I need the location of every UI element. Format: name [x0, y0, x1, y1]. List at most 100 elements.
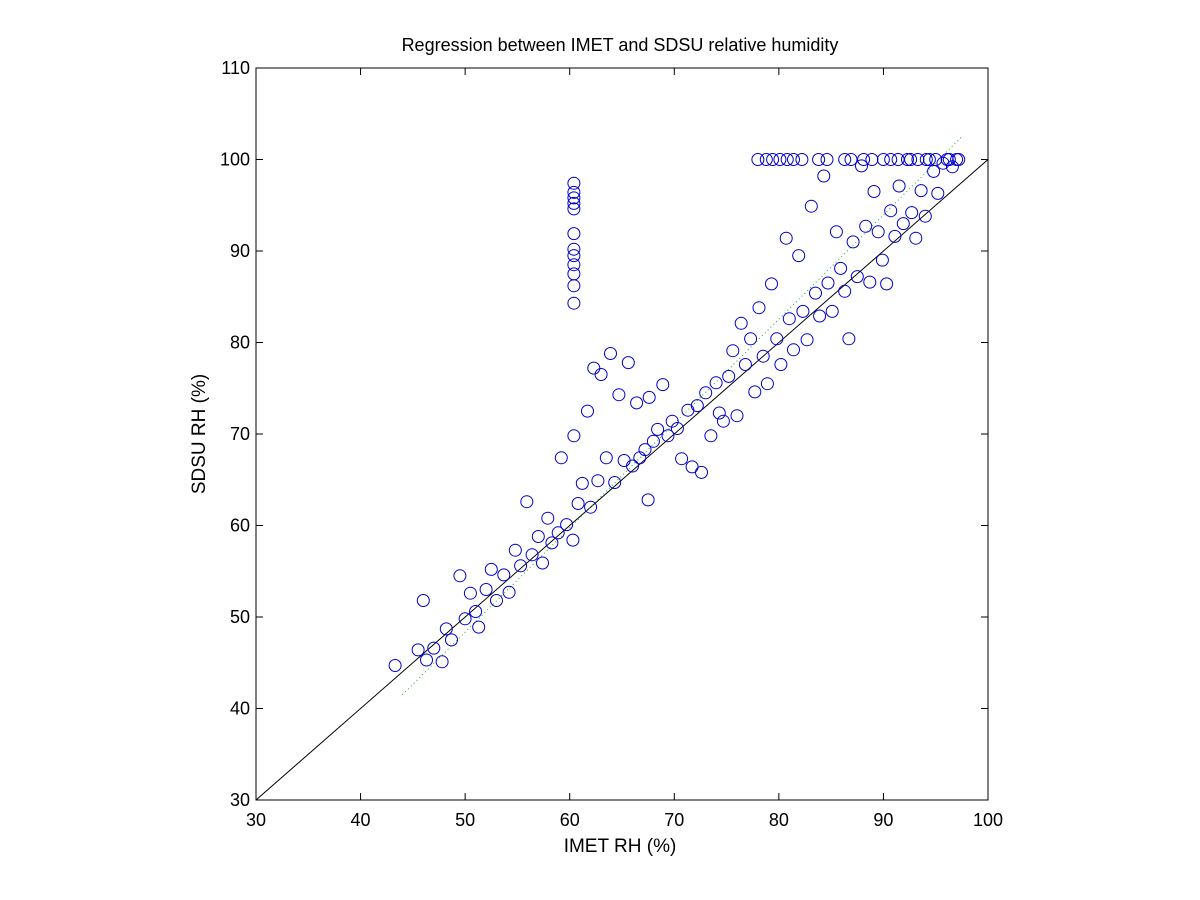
data-point [621, 356, 635, 370]
y-tick-label: 80 [230, 333, 250, 353]
data-point [919, 153, 933, 166]
data-point [821, 276, 835, 290]
data-point [554, 451, 568, 465]
data-point [411, 643, 425, 657]
data-point [726, 344, 740, 358]
data-point [796, 304, 810, 318]
data-point [760, 377, 774, 391]
y-tick-label: 40 [230, 699, 250, 719]
data-point [905, 206, 919, 220]
data-point [809, 286, 822, 300]
data-point [892, 179, 906, 193]
data-point [855, 159, 868, 173]
data-point [575, 476, 589, 490]
data-point [420, 653, 433, 667]
data-point [748, 385, 762, 399]
data-point [787, 153, 800, 166]
data-point [770, 332, 784, 346]
data-point [756, 349, 770, 363]
data-point [734, 316, 748, 330]
data-point [427, 641, 441, 655]
data-point [795, 153, 809, 166]
data-point [458, 612, 472, 626]
data-point [859, 219, 873, 233]
data-point [829, 225, 843, 239]
data-point [842, 332, 856, 346]
data-point [722, 369, 736, 383]
data-point [630, 396, 644, 410]
data-point [880, 277, 894, 291]
data-point [604, 347, 617, 360]
plot-frame [255, 67, 989, 801]
data-point [479, 583, 493, 596]
data-point [804, 199, 818, 213]
data-point [695, 465, 708, 479]
x-axis-title: IMET RH (%) [564, 836, 677, 857]
data-point [567, 249, 581, 263]
data-point [675, 452, 689, 466]
data-point [594, 368, 608, 381]
data-point [904, 153, 918, 166]
data-point [800, 333, 814, 347]
data-point [911, 153, 925, 166]
data-point [463, 586, 477, 600]
data-point [626, 459, 639, 473]
data-point [834, 261, 848, 275]
data-point [690, 399, 704, 413]
x-tick-label: 80 [769, 810, 789, 830]
data-point [469, 605, 483, 618]
data-point [838, 153, 852, 166]
data-point [929, 153, 943, 166]
data-point [453, 569, 467, 583]
data-point [774, 358, 788, 371]
data-point [656, 378, 670, 392]
data-point [820, 153, 834, 166]
data-point [567, 242, 581, 256]
data-point [571, 497, 585, 510]
data-point [591, 474, 605, 488]
data-point [744, 332, 758, 346]
data-point [388, 659, 402, 672]
data-point [525, 548, 539, 562]
data-point [445, 633, 458, 647]
data-point [638, 443, 652, 457]
data-point [567, 196, 581, 210]
data-point [817, 169, 831, 183]
data-point [567, 202, 581, 216]
y-tick-label: 90 [230, 241, 250, 261]
x-tick-label: 60 [560, 810, 580, 830]
data-point [439, 622, 453, 636]
reference-line [255, 159, 989, 801]
x-tick-label: 100 [973, 810, 1003, 830]
data-point [812, 153, 826, 166]
data-point [567, 429, 581, 443]
data-point [857, 153, 871, 166]
x-tick-label: 40 [351, 810, 371, 830]
data-point [502, 585, 516, 599]
data-point [545, 536, 559, 550]
data-point [651, 422, 665, 436]
data-series [388, 153, 966, 672]
data-point [435, 655, 449, 669]
data-point [497, 568, 511, 582]
data-point [472, 620, 486, 634]
data-point [665, 414, 679, 428]
data-point [780, 153, 794, 166]
data-point [551, 526, 565, 540]
data-point [766, 153, 780, 166]
data-point [850, 270, 864, 284]
y-tick-label: 110 [221, 58, 250, 78]
data-point [567, 258, 581, 272]
data-point [914, 184, 928, 198]
chart-title: Regression between IMET and SDSU relativ… [402, 35, 839, 55]
data-point [709, 376, 723, 390]
y-tick-label: 60 [230, 516, 250, 536]
data-point [888, 229, 902, 243]
data-point [844, 153, 858, 166]
data-point [587, 361, 601, 375]
data-point [566, 533, 580, 547]
data-point [779, 231, 793, 245]
data-point [871, 225, 885, 239]
data-point [560, 518, 574, 532]
